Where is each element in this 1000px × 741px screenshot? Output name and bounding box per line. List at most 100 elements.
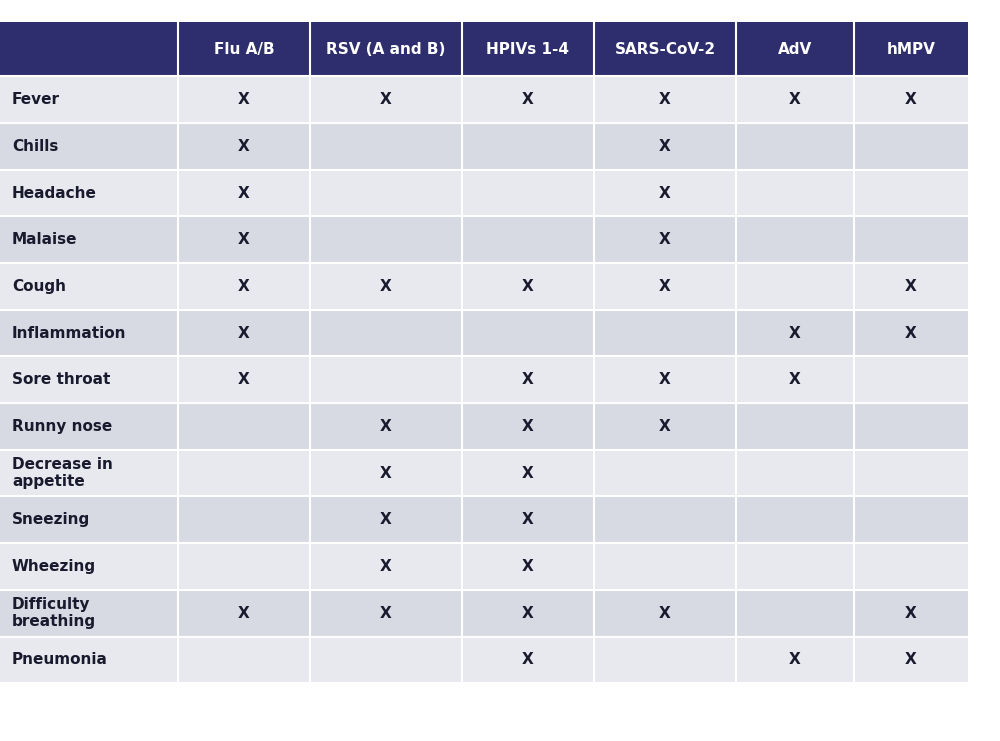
Bar xyxy=(594,496,736,543)
Bar xyxy=(178,76,310,123)
Text: X: X xyxy=(659,605,671,621)
Bar xyxy=(178,170,310,216)
Bar xyxy=(178,543,310,590)
Bar xyxy=(462,123,594,170)
Text: X: X xyxy=(380,419,392,434)
Text: X: X xyxy=(659,232,671,247)
Bar xyxy=(462,310,594,356)
Bar xyxy=(736,496,854,543)
Text: X: X xyxy=(905,92,917,107)
Text: X: X xyxy=(380,465,392,481)
Bar xyxy=(736,76,854,123)
Bar xyxy=(854,170,968,216)
Bar xyxy=(854,76,968,123)
Text: Chills: Chills xyxy=(12,139,58,154)
Text: X: X xyxy=(905,279,917,294)
Bar xyxy=(178,450,310,496)
Bar xyxy=(594,543,736,590)
Bar xyxy=(310,356,462,403)
Text: X: X xyxy=(380,512,392,528)
Bar xyxy=(310,496,462,543)
Text: X: X xyxy=(238,325,250,341)
Text: Headache: Headache xyxy=(12,185,97,201)
Text: X: X xyxy=(522,92,534,107)
Bar xyxy=(462,263,594,310)
Text: X: X xyxy=(522,559,534,574)
Bar xyxy=(178,637,310,683)
Text: X: X xyxy=(380,92,392,107)
Bar xyxy=(0,216,178,263)
Text: X: X xyxy=(659,185,671,201)
Text: Cough: Cough xyxy=(12,279,66,294)
Bar xyxy=(0,496,178,543)
Text: X: X xyxy=(659,372,671,388)
Bar xyxy=(854,356,968,403)
Text: Flu A/B: Flu A/B xyxy=(214,41,274,57)
Text: HPIVs 1-4: HPIVs 1-4 xyxy=(486,41,570,57)
Bar xyxy=(0,123,178,170)
Bar xyxy=(854,496,968,543)
Bar xyxy=(0,356,178,403)
Bar xyxy=(736,216,854,263)
Bar xyxy=(594,637,736,683)
Bar xyxy=(462,76,594,123)
Text: Wheezing: Wheezing xyxy=(12,559,96,574)
Bar xyxy=(854,123,968,170)
Bar xyxy=(854,637,968,683)
Bar xyxy=(178,216,310,263)
Bar xyxy=(736,356,854,403)
Text: Inflammation: Inflammation xyxy=(12,325,126,341)
Bar xyxy=(594,356,736,403)
Bar xyxy=(594,216,736,263)
Bar xyxy=(178,263,310,310)
Text: Runny nose: Runny nose xyxy=(12,419,112,434)
Text: Pneumonia: Pneumonia xyxy=(12,652,108,668)
Bar xyxy=(462,543,594,590)
Bar xyxy=(594,22,736,76)
Bar xyxy=(310,590,462,637)
Bar xyxy=(0,403,178,450)
Bar xyxy=(310,22,462,76)
Text: Sneezing: Sneezing xyxy=(12,512,90,528)
Text: X: X xyxy=(659,92,671,107)
Bar xyxy=(736,543,854,590)
Text: X: X xyxy=(789,92,801,107)
Text: AdV: AdV xyxy=(778,41,812,57)
Bar xyxy=(462,637,594,683)
Bar xyxy=(310,543,462,590)
Bar xyxy=(0,263,178,310)
Bar xyxy=(594,403,736,450)
Text: X: X xyxy=(522,605,534,621)
Text: X: X xyxy=(238,92,250,107)
Bar xyxy=(178,22,310,76)
Bar xyxy=(854,543,968,590)
Bar xyxy=(178,356,310,403)
Text: X: X xyxy=(522,512,534,528)
Text: X: X xyxy=(522,372,534,388)
Bar xyxy=(462,356,594,403)
Text: X: X xyxy=(238,139,250,154)
Bar xyxy=(854,263,968,310)
Text: hMPV: hMPV xyxy=(887,41,935,57)
Text: X: X xyxy=(380,559,392,574)
Bar xyxy=(854,450,968,496)
Text: RSV (A and B): RSV (A and B) xyxy=(326,41,446,57)
Bar xyxy=(736,310,854,356)
Text: X: X xyxy=(659,139,671,154)
Text: X: X xyxy=(789,372,801,388)
Text: X: X xyxy=(238,185,250,201)
Bar xyxy=(854,310,968,356)
Text: X: X xyxy=(238,605,250,621)
Bar xyxy=(594,170,736,216)
Bar xyxy=(594,123,736,170)
Text: X: X xyxy=(238,372,250,388)
Bar xyxy=(462,170,594,216)
Bar xyxy=(854,403,968,450)
Bar xyxy=(310,403,462,450)
Bar xyxy=(462,403,594,450)
Text: X: X xyxy=(905,652,917,668)
Text: X: X xyxy=(522,465,534,481)
Bar xyxy=(736,123,854,170)
Bar xyxy=(178,496,310,543)
Text: X: X xyxy=(522,652,534,668)
